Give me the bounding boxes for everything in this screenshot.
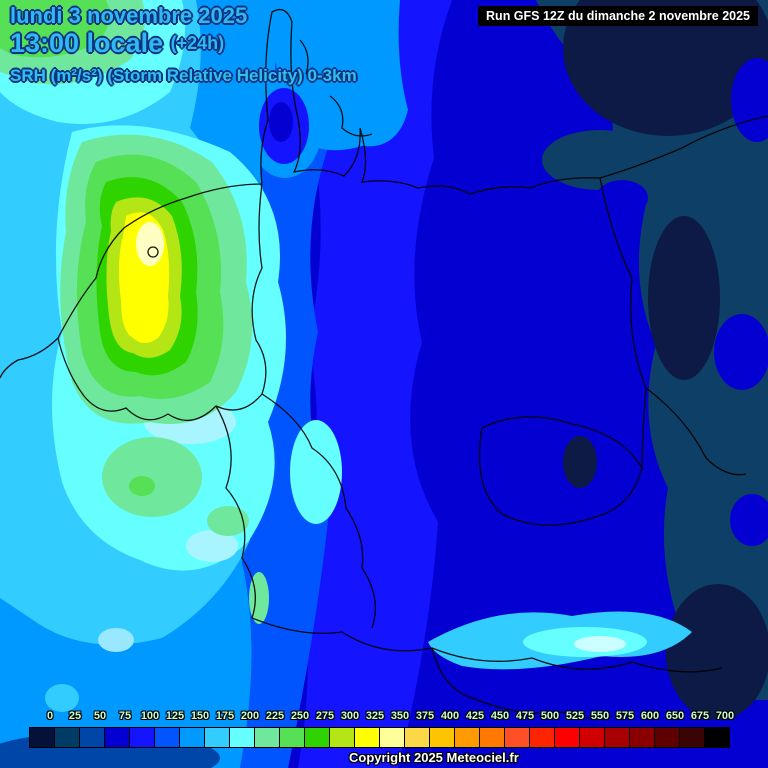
colorbar-swatch <box>279 727 305 748</box>
colorbar-swatch <box>604 727 630 748</box>
colorbar-swatch <box>204 727 230 748</box>
colorbar-tick-label: 500 <box>540 710 560 722</box>
colorbar-swatch <box>304 727 330 748</box>
colorbar-tick-label: 225 <box>265 710 285 722</box>
colorbar-swatch <box>529 727 555 748</box>
colorbar-tick-label: 550 <box>590 710 610 722</box>
colorbar-swatch <box>54 727 80 748</box>
colorbar-swatch <box>354 727 380 748</box>
colorbar-tick-label: 525 <box>565 710 585 722</box>
colorbar-swatch <box>79 727 105 748</box>
colorbar-tick-label: 175 <box>215 710 235 722</box>
colorbar-tick-label: 75 <box>118 710 132 722</box>
colorbar-tick-label: 375 <box>415 710 435 722</box>
colorbar: 0 25 50 75 100 125 150 175 200 225 250 275 300 325 350… <box>0 710 768 752</box>
colorbar-swatch <box>129 727 155 748</box>
colorbar-swatch <box>504 727 530 748</box>
colorbar-tick-label: 250 <box>290 710 310 722</box>
forecast-title-block: lundi 3 novembre 2025 13:00 locale (+24h… <box>10 4 247 57</box>
colorbar-swatch <box>579 727 605 748</box>
colorbar-tick-label: 125 <box>165 710 185 722</box>
colorbar-swatch <box>404 727 430 748</box>
colorbar-swatch <box>629 727 655 748</box>
forecast-time: 13:00 locale (+24h) <box>10 28 225 59</box>
colorbar-tick-label: 400 <box>440 710 460 722</box>
colorbar-tick-label: 0 <box>46 710 54 722</box>
forecast-offset: (+24h) <box>170 33 225 54</box>
colorbar-tick-label: 450 <box>490 710 510 722</box>
colorbar-tick-label: 275 <box>315 710 335 722</box>
colorbar-swatch <box>329 727 355 748</box>
colorbar-swatch <box>554 727 580 748</box>
colorbar-swatch <box>429 727 455 748</box>
colorbar-swatch <box>254 727 280 748</box>
colorbar-swatch <box>154 727 180 748</box>
colorbar-tick-label: 300 <box>340 710 360 722</box>
colorbar-tick-label: 575 <box>615 710 635 722</box>
colorbar-swatch <box>379 727 405 748</box>
colorbar-tick-label: 425 <box>465 710 485 722</box>
colorbar-tick-label: 475 <box>515 710 535 722</box>
parameter-label: SRH (m²/s²) (Storm Relative Helicity) 0-… <box>10 66 357 85</box>
copyright-text: Copyright 2025 Meteociel.fr <box>349 750 519 765</box>
colorbar-swatch <box>229 727 255 748</box>
colorbar-tick-label: 675 <box>690 710 710 722</box>
colorbar-tick-label: 100 <box>140 710 160 722</box>
colorbar-tick-label: 350 <box>390 710 410 722</box>
colorbar-swatch <box>654 727 680 748</box>
colorbar-tick-label: 25 <box>68 710 82 722</box>
colorbar-swatch <box>479 727 505 748</box>
colorbar-tick-label: 325 <box>365 710 385 722</box>
colorbar-tick-label: 150 <box>190 710 210 722</box>
colorbar-tick-label: 650 <box>665 710 685 722</box>
colorbar-swatch <box>704 727 730 748</box>
colorbar-swatch <box>29 727 55 748</box>
model-run-label: Run GFS 12Z du dimanche 2 novembre 2025 <box>478 6 758 26</box>
forecast-date: lundi 3 novembre 2025 <box>10 3 248 28</box>
colorbar-tick-label: 700 <box>715 710 735 722</box>
colorbar-swatch <box>179 727 205 748</box>
colorbar-swatch <box>454 727 480 748</box>
colorbar-tick-label: 600 <box>640 710 660 722</box>
colorbar-swatch <box>679 727 705 748</box>
coastline-borders <box>0 8 768 719</box>
colorbar-swatch <box>104 727 130 748</box>
colorbar-tick-label: 200 <box>240 710 260 722</box>
colorbar-tick-label: 50 <box>93 710 107 722</box>
